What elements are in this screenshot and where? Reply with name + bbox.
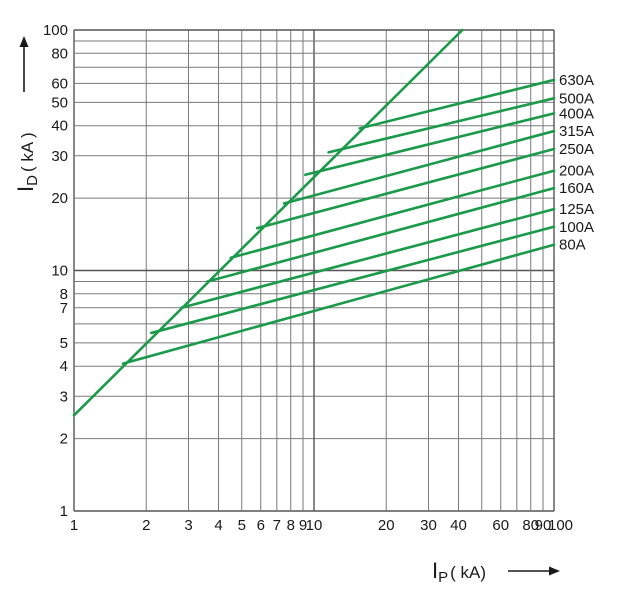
y-tick-label: 50 [51, 94, 68, 111]
x-tick-label: 60 [492, 517, 509, 534]
x-tick-label: 4 [214, 517, 222, 534]
envelope-curve [72, 28, 464, 417]
x-axis-title-main: I [432, 558, 438, 583]
y-tick-label: 1 [60, 503, 68, 520]
x-axis-title: IP( kA) [432, 558, 486, 586]
x-tick-label: 7 [273, 517, 281, 534]
series-label-315A: 315A [559, 123, 594, 140]
x-axis-arrow [508, 566, 560, 576]
x-tick-label: 20 [378, 517, 395, 534]
y-axis-title: ID ( kA ) [13, 132, 41, 192]
svg-text:ID( kA ): ID ( kA ) [13, 132, 41, 192]
series-label-630A: 630A [559, 72, 594, 89]
x-tick-label: 5 [238, 517, 246, 534]
y-tick-label: 7 [60, 300, 68, 317]
y-axis-title-main: I [13, 186, 38, 192]
series-line-500A [327, 97, 556, 154]
y-tick-label: 20 [51, 190, 68, 207]
grid [73, 29, 555, 512]
y-tick-label: 2 [60, 431, 68, 448]
x-tick-label: 1 [70, 517, 78, 534]
x-tick-label: 6 [257, 517, 265, 534]
y-tick-label: 60 [51, 75, 68, 92]
x-axis-title-rest: ( kA) [450, 563, 486, 582]
series-line-200A [229, 169, 556, 260]
series-line-80A [121, 243, 556, 365]
x-axis-title-sub: P [438, 569, 448, 586]
series-label-250A: 250A [559, 141, 594, 158]
y-axis-title-rest: ( kA ) [18, 132, 37, 172]
x-tick-label: 8 [287, 517, 295, 534]
series-line-125A [180, 207, 556, 310]
series-label-400A: 400A [559, 105, 594, 122]
y-tick-labels: 1 2 3 4 5 78 10 20 30 40 50 60 80 100 [43, 22, 68, 520]
y-tick-label: 100 [43, 22, 68, 39]
series-line-315A [282, 129, 556, 205]
series-line-100A [150, 225, 556, 335]
y-tick-label: 80 [51, 45, 68, 62]
series-label-125A: 125A [559, 201, 594, 218]
y-tick-label: 10 [51, 263, 68, 280]
series-line-630A [358, 78, 556, 130]
series-line-250A [255, 147, 556, 230]
series-label-200A: 200A [559, 163, 594, 180]
x-tick-label: 80 [522, 517, 539, 534]
series-label-160A: 160A [559, 180, 594, 197]
x-tick-label: 3 [184, 517, 192, 534]
x-tick-label: 9 [299, 517, 307, 534]
y-tick-label: 5 [60, 335, 68, 352]
series-label-100A: 100A [559, 219, 594, 236]
x-tick-label: 40 [450, 517, 467, 534]
y-tick-label: 3 [60, 388, 68, 405]
curves [72, 28, 556, 417]
y-tick-label: 8 [60, 286, 68, 303]
y-tick-label: 4 [60, 358, 68, 375]
y-axis-title-sub: D [24, 175, 41, 186]
x-tick-label: 100 [548, 517, 573, 534]
series-line-400A [304, 112, 556, 177]
x-tick-label: 2 [142, 517, 150, 534]
x-tick-label: 10 [306, 517, 323, 534]
series-line-160A [206, 186, 556, 283]
x-tick-label: 90 [535, 517, 552, 534]
x-tick-label: 30 [420, 517, 437, 534]
y-tick-label: 30 [51, 148, 68, 165]
y-tick-label: 40 [51, 118, 68, 135]
series-label-500A: 500A [559, 90, 594, 107]
series-label-80A: 80A [559, 237, 586, 254]
y-axis-arrow [19, 36, 29, 92]
